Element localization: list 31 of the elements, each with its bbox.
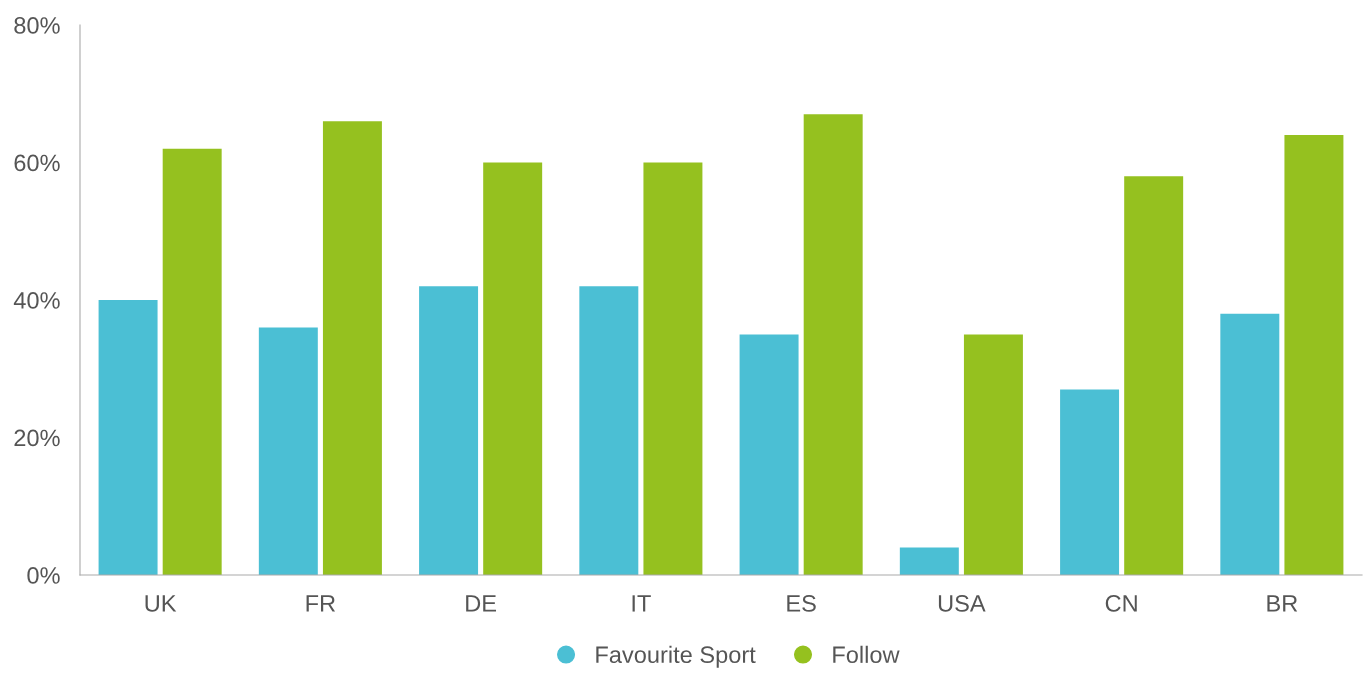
bar [803, 114, 863, 575]
y-tick-label: 20% [14, 429, 60, 447]
x-tick-label: FR [306, 595, 336, 612]
x-tick-label: BR [1267, 595, 1298, 612]
bar [899, 547, 959, 575]
x-tick-label: USA [938, 595, 986, 612]
bar [963, 334, 1023, 575]
x-tick-label: CN [1105, 595, 1137, 612]
bar [98, 300, 158, 575]
legend-label: Follow [833, 645, 900, 664]
bar [739, 334, 799, 575]
bar [1124, 176, 1184, 575]
x-tick-label: ES [787, 595, 816, 612]
bar [643, 162, 703, 575]
bar [322, 121, 382, 575]
bar [1060, 389, 1120, 575]
bar [483, 162, 543, 575]
y-tick-label: 80% [14, 17, 60, 34]
y-tick-label: 0% [27, 567, 60, 584]
x-tick-label: UK [145, 595, 177, 612]
bar [1220, 313, 1280, 575]
legend-label: Favourite Sport [596, 645, 756, 668]
bar [579, 286, 639, 575]
y-tick-label: 60% [14, 154, 60, 172]
bar [162, 148, 222, 575]
x-tick-label: DE [466, 595, 497, 612]
bar [419, 286, 479, 575]
bar [258, 327, 318, 575]
bar [1284, 135, 1344, 575]
x-tick-label: IT [632, 595, 651, 612]
y-tick-label: 40% [13, 292, 60, 309]
